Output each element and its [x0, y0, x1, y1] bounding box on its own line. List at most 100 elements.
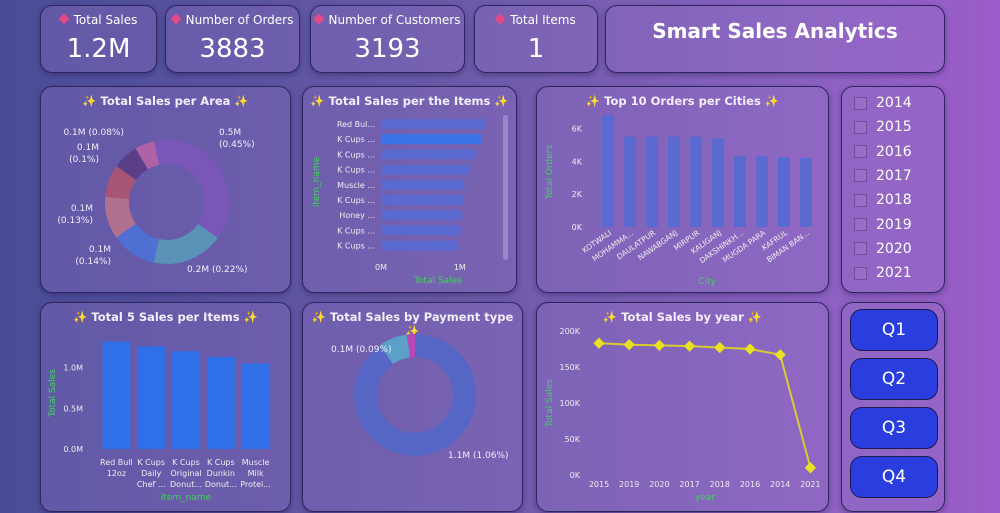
payment-donut-chart: 1.1M (1.06%) 0.1M (0.09%)	[331, 334, 509, 461]
area-donut-chart: 0.5M (0.45%) 0.2M (0.22%) 0.1M (0.14%) 0.1M (0…	[57, 128, 255, 275]
data-label: 0.1M	[71, 204, 93, 214]
kpi-value: 3193	[354, 34, 421, 64]
kpi-label: Number of Customers	[328, 13, 461, 27]
kpi-label: Number of Orders	[185, 13, 294, 27]
chart-title: ✨ Total Sales per the Items ✨	[310, 94, 509, 108]
chart-card-year: ✨ Total Sales by year ✨ 0K 50K 100K 150K 200K…	[536, 302, 829, 512]
checkbox[interactable]	[854, 266, 867, 280]
year-option-2014[interactable]: 2014	[854, 95, 912, 111]
y-axis-title: item_name	[312, 156, 322, 207]
quarter-button-q3[interactable]: Q3	[850, 407, 938, 449]
year-option-2020[interactable]: 2020	[854, 241, 912, 257]
category-label: K Cups ...	[337, 226, 375, 235]
kpi-total-items: Total Items 1	[474, 5, 598, 73]
bar	[668, 136, 680, 227]
category-label: Honey ...	[339, 211, 375, 220]
bar	[712, 138, 724, 227]
year-option-2021[interactable]: 2021	[854, 265, 912, 281]
tick-label: 0.0M	[63, 445, 83, 454]
data-point	[623, 339, 635, 351]
bar	[381, 179, 465, 190]
series-line	[598, 342, 812, 469]
items-bar-chart: Red Bul... K Cups ... K Cups ... K Cups ...…	[312, 119, 486, 286]
category-label: Red Bull	[100, 458, 133, 467]
category-label: K Cups ...	[337, 196, 375, 205]
scrollbar[interactable]	[503, 115, 508, 260]
quarter-button-q4[interactable]: Q4	[850, 456, 938, 498]
category-label: K Cups ...	[337, 242, 375, 251]
checkbox[interactable]	[854, 193, 867, 207]
donut-slice	[379, 334, 410, 364]
category-label: K Cups ...	[337, 135, 375, 144]
year-label: 2019	[876, 216, 912, 233]
bar	[137, 346, 166, 449]
bar	[624, 136, 636, 227]
quarter-button-q1[interactable]: Q1	[850, 309, 938, 351]
quarter-buttons: Q1 Q2 Q3 Q4	[841, 302, 945, 512]
chart-card-cities: ✨ Top 10 Orders per Cities ✨ KOTWALI MOHAM…	[536, 86, 829, 293]
year-option-2019[interactable]: 2019	[854, 217, 912, 233]
x-axis-title: year	[695, 493, 715, 503]
tick-label: 0M	[375, 263, 387, 272]
data-label: 0.5M	[219, 128, 241, 138]
bar	[381, 164, 470, 175]
chart-card-top5: ✨ Total 5 Sales per Items ✨ Red Bull 12oz K…	[40, 302, 291, 512]
tick-label: 150K	[559, 363, 580, 372]
category-label: Donut...	[205, 480, 237, 489]
data-label: 0.1M	[89, 245, 111, 255]
bar	[381, 195, 464, 205]
category-label: Muscle	[242, 458, 270, 467]
donut-slice	[154, 140, 229, 238]
bar	[102, 341, 131, 449]
tick-label: 50K	[565, 435, 581, 444]
checkbox[interactable]	[854, 145, 867, 159]
year-option-2015[interactable]: 2015	[854, 119, 912, 135]
year-label: 2018	[876, 192, 912, 209]
kpi-number-of-customers: Number of Customers 3193	[310, 5, 465, 73]
tick-label: 1M	[454, 263, 466, 272]
bar	[381, 119, 486, 129]
bar	[381, 240, 458, 251]
year-label: 2015	[876, 119, 912, 136]
tick-label: 2016	[740, 480, 760, 489]
dashboard-title-card: Smart Sales Analytics	[605, 5, 945, 73]
bar	[172, 351, 200, 449]
year-option-2016[interactable]: 2016	[854, 144, 912, 160]
donut-slice	[105, 166, 136, 199]
data-label: (0.13%)	[57, 216, 93, 226]
checkbox[interactable]	[854, 242, 867, 256]
category-label: Daily	[141, 469, 162, 478]
checkbox[interactable]	[854, 169, 867, 183]
chart-card-payment: ✨ Total Sales by Payment type ✨ 1.1M (1.0…	[302, 302, 523, 512]
category-label: Chef ...	[137, 480, 166, 489]
y-axis-title: Total Sales	[545, 379, 555, 428]
data-point	[683, 340, 696, 352]
category-label: K Cups	[172, 458, 200, 467]
data-label: (0.45%)	[219, 140, 255, 150]
category-label: Original	[170, 469, 201, 478]
donut-slice	[406, 334, 415, 358]
year-line-chart: 0K 50K 100K 150K 200K 2015 2019 2020 2017 2018 201…	[545, 327, 821, 503]
category-label: K Cups ...	[337, 150, 375, 159]
quarter-button-q2[interactable]: Q2	[850, 358, 938, 400]
tick-label: 2K	[572, 190, 583, 199]
category-label: 12oz	[107, 469, 126, 478]
tick-label: 2018	[710, 480, 730, 489]
tick-label: 2021	[800, 480, 820, 489]
checkbox[interactable]	[854, 218, 867, 231]
data-label: 0.1M	[77, 143, 99, 153]
diamond-icon	[169, 13, 182, 25]
data-point	[774, 349, 786, 361]
tick-label: 2017	[679, 480, 699, 489]
year-option-2017[interactable]: 2017	[854, 168, 912, 184]
checkbox[interactable]	[854, 96, 867, 110]
year-option-2018[interactable]: 2018	[854, 192, 912, 208]
chart-card-items: ✨ Total Sales per the Items ✨ Red Bul... K…	[302, 86, 517, 293]
year-label: 2020	[876, 240, 912, 257]
tick-label: 100K	[559, 399, 580, 408]
kpi-label: Total Sales	[73, 13, 138, 27]
data-point	[714, 341, 726, 354]
bar	[381, 149, 476, 160]
checkbox[interactable]	[854, 120, 867, 134]
year-label: 2014	[876, 95, 912, 111]
